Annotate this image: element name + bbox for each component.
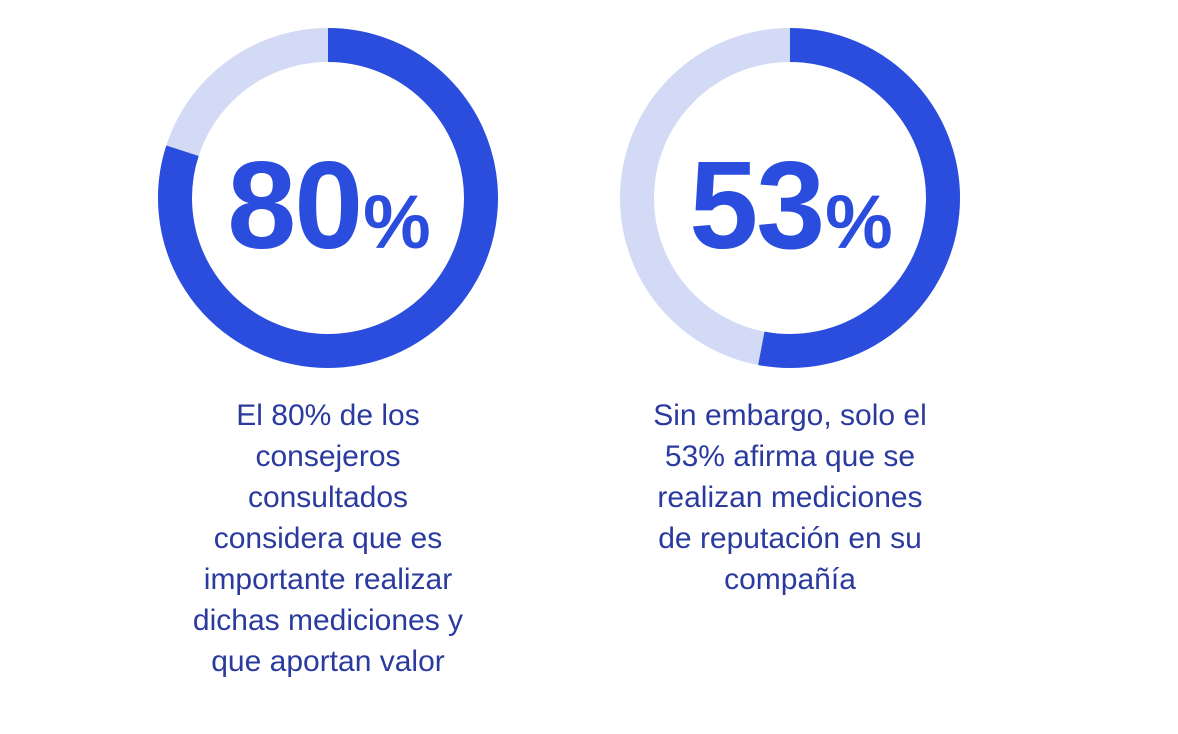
caption-line: Sin embargo, solo el	[653, 399, 927, 432]
donut-value-arc	[158, 28, 498, 368]
caption-line: 53% afirma que se	[664, 440, 916, 473]
caption-line: El 80% de los	[236, 399, 420, 432]
caption-line: importante realizar	[203, 563, 453, 596]
caption-line: dichas mediciones y	[192, 604, 464, 637]
donut-svg: 53%	[620, 28, 960, 368]
percent-label: 53%	[689, 137, 891, 275]
caption-line: considera que es	[213, 522, 443, 555]
donut-value-arc	[758, 28, 960, 368]
caption: Sin embargo, solo el 53% afirma que se rea…	[590, 395, 990, 600]
caption-line: consultados	[247, 481, 409, 514]
caption-line: realizan mediciones	[657, 481, 923, 514]
percent-symbol: %	[363, 180, 429, 265]
percent-symbol: %	[825, 180, 891, 265]
caption-line: que aportan valor	[211, 645, 445, 678]
caption-line: compañía	[724, 563, 856, 596]
caption-line: de reputación en su	[658, 522, 922, 555]
percent-number: 80	[227, 137, 361, 275]
donut-svg: 80%	[158, 28, 498, 368]
caption-line: consejeros	[255, 440, 401, 473]
percent-label: 80%	[227, 137, 429, 275]
caption: El 80% de los consejeros consultados consid…	[128, 395, 528, 682]
percent-number: 53	[689, 137, 823, 275]
